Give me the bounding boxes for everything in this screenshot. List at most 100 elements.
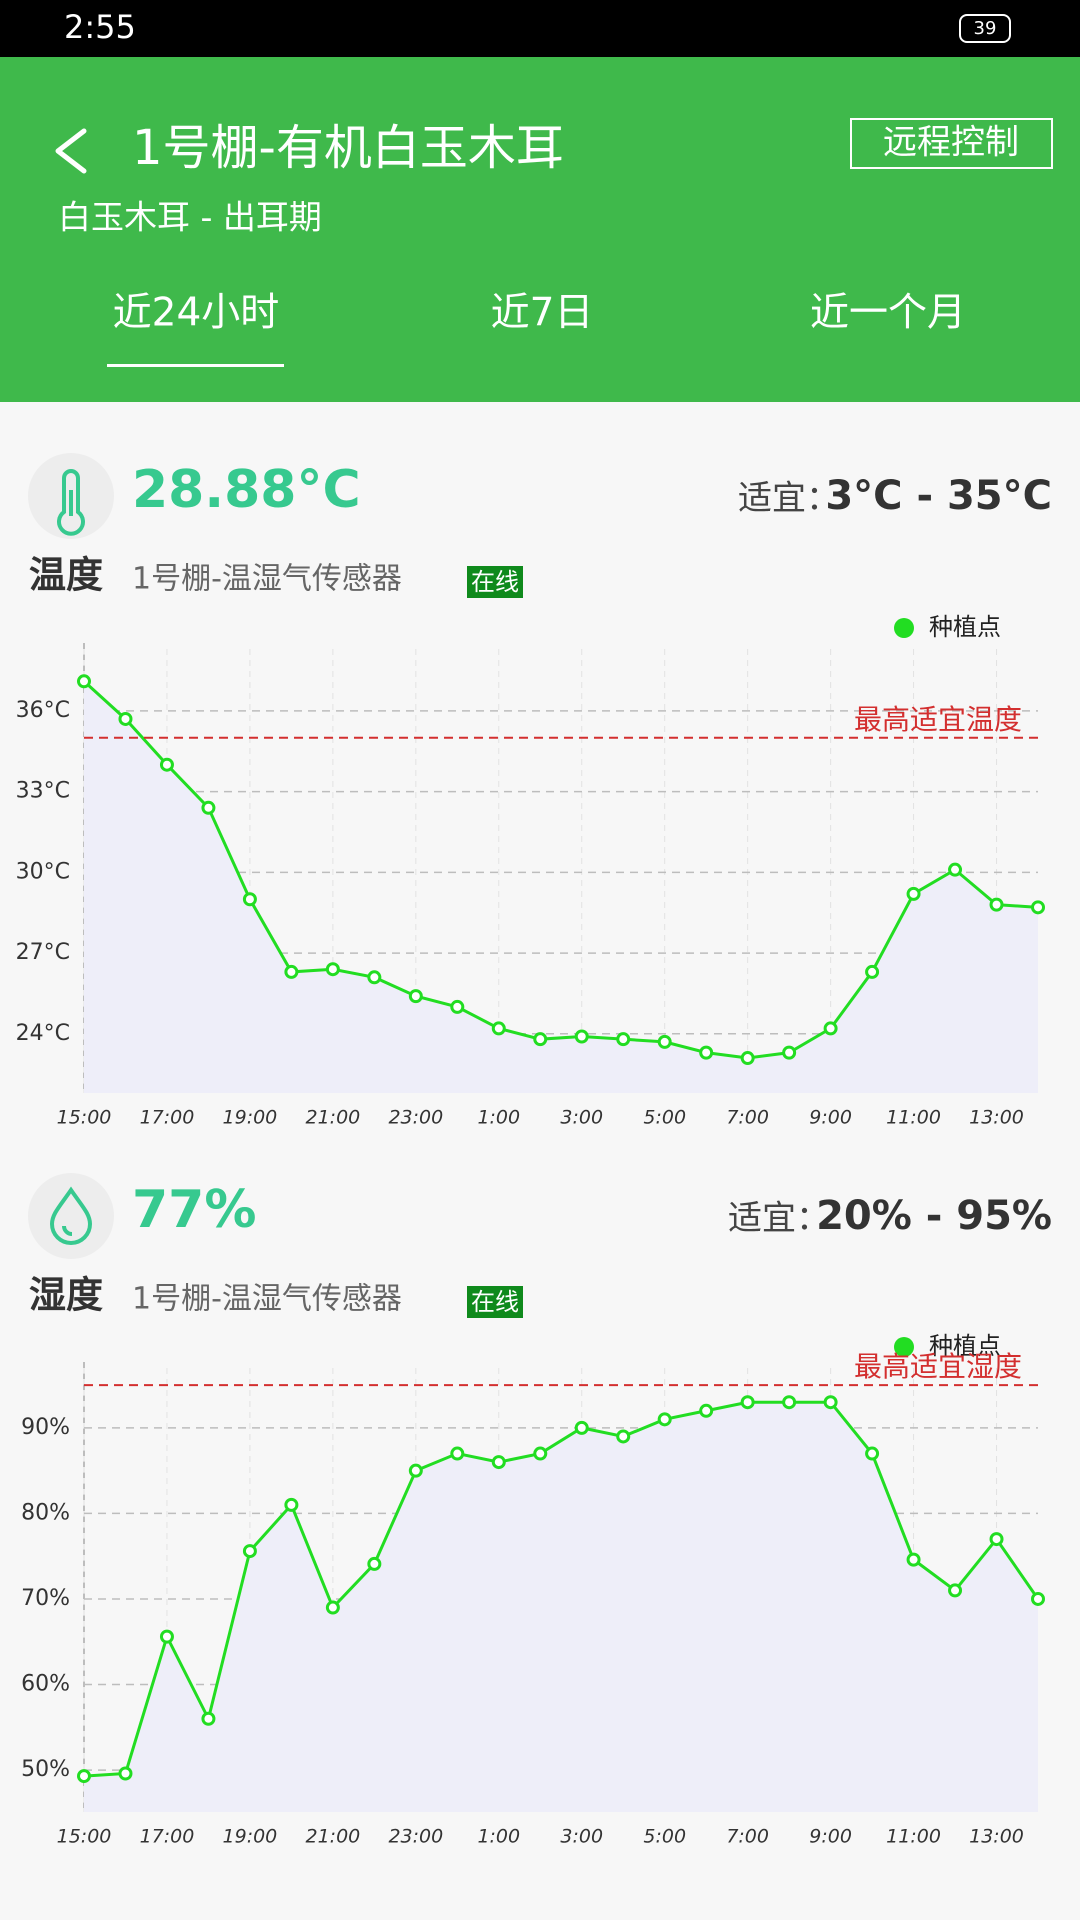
back-button[interactable]	[55, 128, 87, 174]
legend-marker	[894, 618, 914, 638]
point	[865, 1446, 880, 1461]
point	[948, 1583, 963, 1598]
range: 20% - 95%	[816, 1193, 1052, 1239]
x-tick-label: 17:00	[140, 1107, 195, 1129]
status-text: 在线	[471, 1288, 519, 1316]
tab[interactable]: 近24小时	[113, 291, 280, 336]
point	[740, 1051, 755, 1066]
y-tick-label: 80%	[21, 1500, 70, 1525]
x-tick-label: 19:00	[223, 1826, 278, 1848]
point	[616, 1032, 631, 1047]
status-badge	[467, 1286, 523, 1318]
point	[77, 1769, 91, 1784]
point	[948, 862, 963, 877]
point	[533, 1032, 548, 1047]
point	[782, 1395, 797, 1410]
point	[574, 1420, 589, 1435]
point	[906, 1552, 921, 1567]
x-tick-label: 21:00	[305, 1107, 360, 1129]
x-tick-label: 21:00	[305, 1826, 360, 1848]
point	[367, 1556, 382, 1571]
battery-icon	[959, 14, 1011, 43]
threshold-label: 最高适宜湿度	[854, 1350, 1022, 1383]
tab-underline	[107, 364, 284, 367]
point	[782, 1045, 797, 1060]
area	[84, 681, 1038, 1093]
x-tick-label: 7:00	[726, 1826, 769, 1848]
x-tick-label: 13:00	[969, 1107, 1024, 1129]
y-tick-label: 70%	[21, 1586, 70, 1611]
legend-label: 种植点	[929, 613, 1001, 641]
status-bar	[0, 0, 1080, 57]
point	[450, 1446, 465, 1461]
x-tick-label: 3:00	[560, 1826, 603, 1848]
point	[408, 989, 423, 1004]
point	[657, 1034, 672, 1049]
y-tick-label: 30°C	[16, 859, 70, 884]
x-tick-label: 23:00	[388, 1826, 443, 1848]
legend-marker	[894, 1337, 914, 1357]
remote-button[interactable]: 远程控制	[883, 123, 1019, 163]
tab[interactable]: 近7日	[491, 291, 594, 336]
y-tick-label: 60%	[21, 1672, 70, 1697]
y-tick-label: 33°C	[16, 779, 70, 804]
point	[906, 886, 921, 901]
temp-value: 28.88°C	[132, 460, 361, 520]
x-tick-label: 1:00	[477, 1826, 520, 1848]
point	[367, 970, 382, 985]
range-label: 适宜：	[738, 479, 840, 519]
range-label: 适宜：	[728, 1199, 830, 1239]
point	[989, 897, 1004, 912]
threshold-label: 最高适宜温度	[854, 703, 1022, 736]
point	[533, 1446, 548, 1461]
point	[284, 1497, 299, 1512]
point	[699, 1403, 714, 1418]
remote-button-frame[interactable]	[850, 118, 1053, 169]
point	[616, 1429, 631, 1444]
card-name: 温度	[29, 554, 103, 597]
battery-level: 39	[974, 18, 997, 39]
line	[83, 1400, 1040, 1778]
y-tick-label: 27°C	[16, 940, 70, 965]
status-time: 2:55	[64, 8, 136, 46]
point	[574, 1029, 589, 1044]
point	[1031, 1591, 1045, 1606]
point	[242, 892, 257, 907]
point	[159, 1629, 174, 1644]
y-tick-label: 24°C	[16, 1021, 70, 1046]
point	[491, 1455, 506, 1470]
header-title: 1号棚-有机白玉木耳	[132, 120, 564, 176]
point	[450, 999, 465, 1014]
point	[823, 1395, 838, 1410]
x-tick-label: 7:00	[726, 1107, 769, 1129]
x-tick-label: 1:00	[477, 1107, 520, 1129]
point	[118, 1766, 133, 1781]
point	[1031, 900, 1045, 915]
point	[325, 1600, 340, 1615]
tab[interactable]: 近一个月	[810, 291, 966, 336]
y-tick-label: 36°C	[16, 698, 70, 723]
point	[242, 1544, 257, 1559]
card-name: 湿度	[29, 1274, 103, 1317]
point	[325, 962, 340, 977]
x-tick-label: 15:00	[57, 1107, 112, 1129]
x-tick-label: 11:00	[886, 1826, 941, 1848]
x-tick-label: 3:00	[560, 1107, 603, 1129]
x-tick-label: 9:00	[809, 1107, 852, 1129]
point	[201, 1711, 216, 1726]
x-tick-label: 23:00	[388, 1107, 443, 1129]
x-tick-label: 5:00	[643, 1826, 686, 1848]
range: 3°C - 35°C	[825, 473, 1052, 519]
humidity-icon	[49, 1186, 93, 1245]
point	[699, 1045, 714, 1060]
point	[159, 757, 174, 772]
x-tick-label: 17:00	[140, 1826, 195, 1848]
sensor-name: 1号棚-温湿气传感器	[132, 562, 402, 597]
y-tick-label: 90%	[21, 1415, 70, 1440]
line	[82, 680, 1039, 1060]
point	[823, 1021, 838, 1036]
point	[989, 1532, 1004, 1547]
temp-icon	[57, 469, 85, 536]
legend-label: 种植点	[929, 1332, 1001, 1360]
